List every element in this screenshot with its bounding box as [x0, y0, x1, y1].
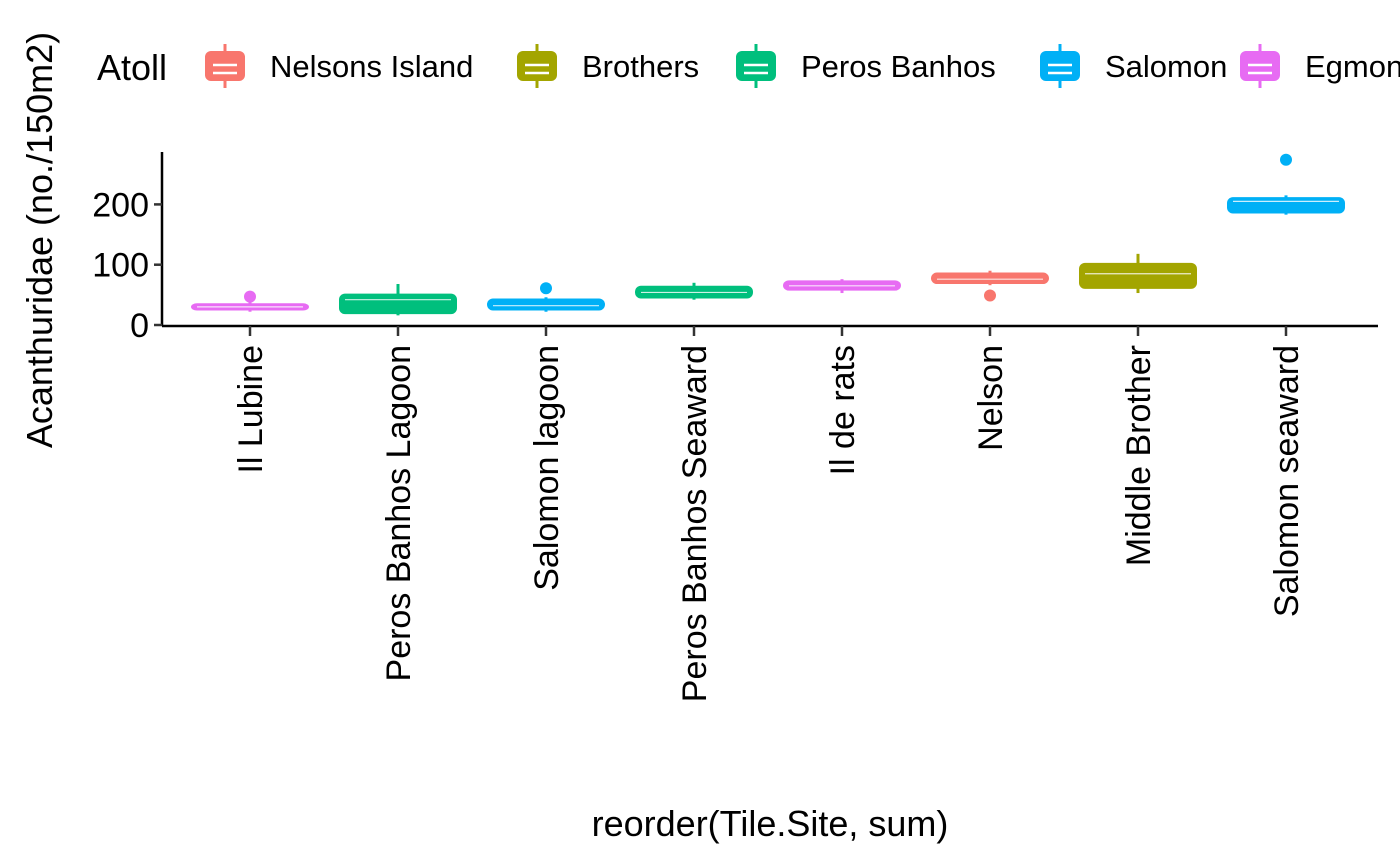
x-tick-label: Salomon seaward: [1268, 345, 1306, 617]
legend-title: Atoll: [97, 47, 167, 88]
x-tick-label: Salomon lagoon: [528, 345, 566, 591]
outlier-point: [984, 289, 996, 302]
y-axis: 0 100 200: [92, 152, 164, 345]
box: [931, 270, 1049, 302]
legend-item: Brothers: [517, 44, 699, 88]
outlier-point: [540, 282, 552, 295]
box-body: [487, 298, 605, 311]
legend-item: Egmont: [1240, 44, 1400, 88]
legend-label: Brothers: [582, 49, 699, 84]
box: [1227, 153, 1345, 215]
box-body: [1079, 262, 1197, 289]
box: [1079, 253, 1197, 294]
y-tick-label: 100: [92, 247, 149, 285]
box: [191, 290, 309, 312]
box-series: [191, 153, 1345, 316]
box-body: [1227, 197, 1345, 214]
outlier-point: [1280, 153, 1292, 166]
legend-label: Nelsons Island: [270, 49, 473, 84]
box: [783, 279, 901, 294]
x-tick-label: Il Lubine: [232, 345, 270, 474]
x-axis: Il Lubine Peros Banhos Lagoon Salomon lago…: [162, 324, 1378, 702]
legend-label: Egmont: [1305, 49, 1400, 84]
outlier-point: [244, 290, 256, 303]
legend-item: Peros Banhos: [736, 44, 996, 88]
x-tick-label: Il de rats: [824, 345, 862, 475]
y-tick-label: 200: [92, 186, 149, 224]
legend-item: Salomon: [1040, 44, 1227, 88]
x-tick-label: Peros Banhos Seaward: [676, 345, 714, 702]
x-axis-title: reorder(Tile.Site, sum): [592, 803, 949, 844]
y-axis-title: Acanthuridae (no./150m2): [19, 32, 60, 448]
legend-label: Peros Banhos: [801, 49, 996, 84]
box: [339, 283, 457, 316]
box: [487, 282, 605, 312]
x-tick-label: Peros Banhos Lagoon: [380, 345, 418, 681]
legend: Atoll Nelsons Island Brothers Peros Banhos…: [97, 44, 1400, 88]
box-body: [339, 293, 457, 315]
y-tick-label: 0: [130, 307, 149, 345]
box-body: [931, 272, 1049, 284]
legend-label: Salomon: [1105, 49, 1227, 84]
legend-item: Nelsons Island: [205, 44, 473, 88]
x-tick-label: Middle Brother: [1120, 345, 1158, 566]
box: [635, 282, 753, 300]
x-tick-label: Nelson: [972, 345, 1010, 451]
